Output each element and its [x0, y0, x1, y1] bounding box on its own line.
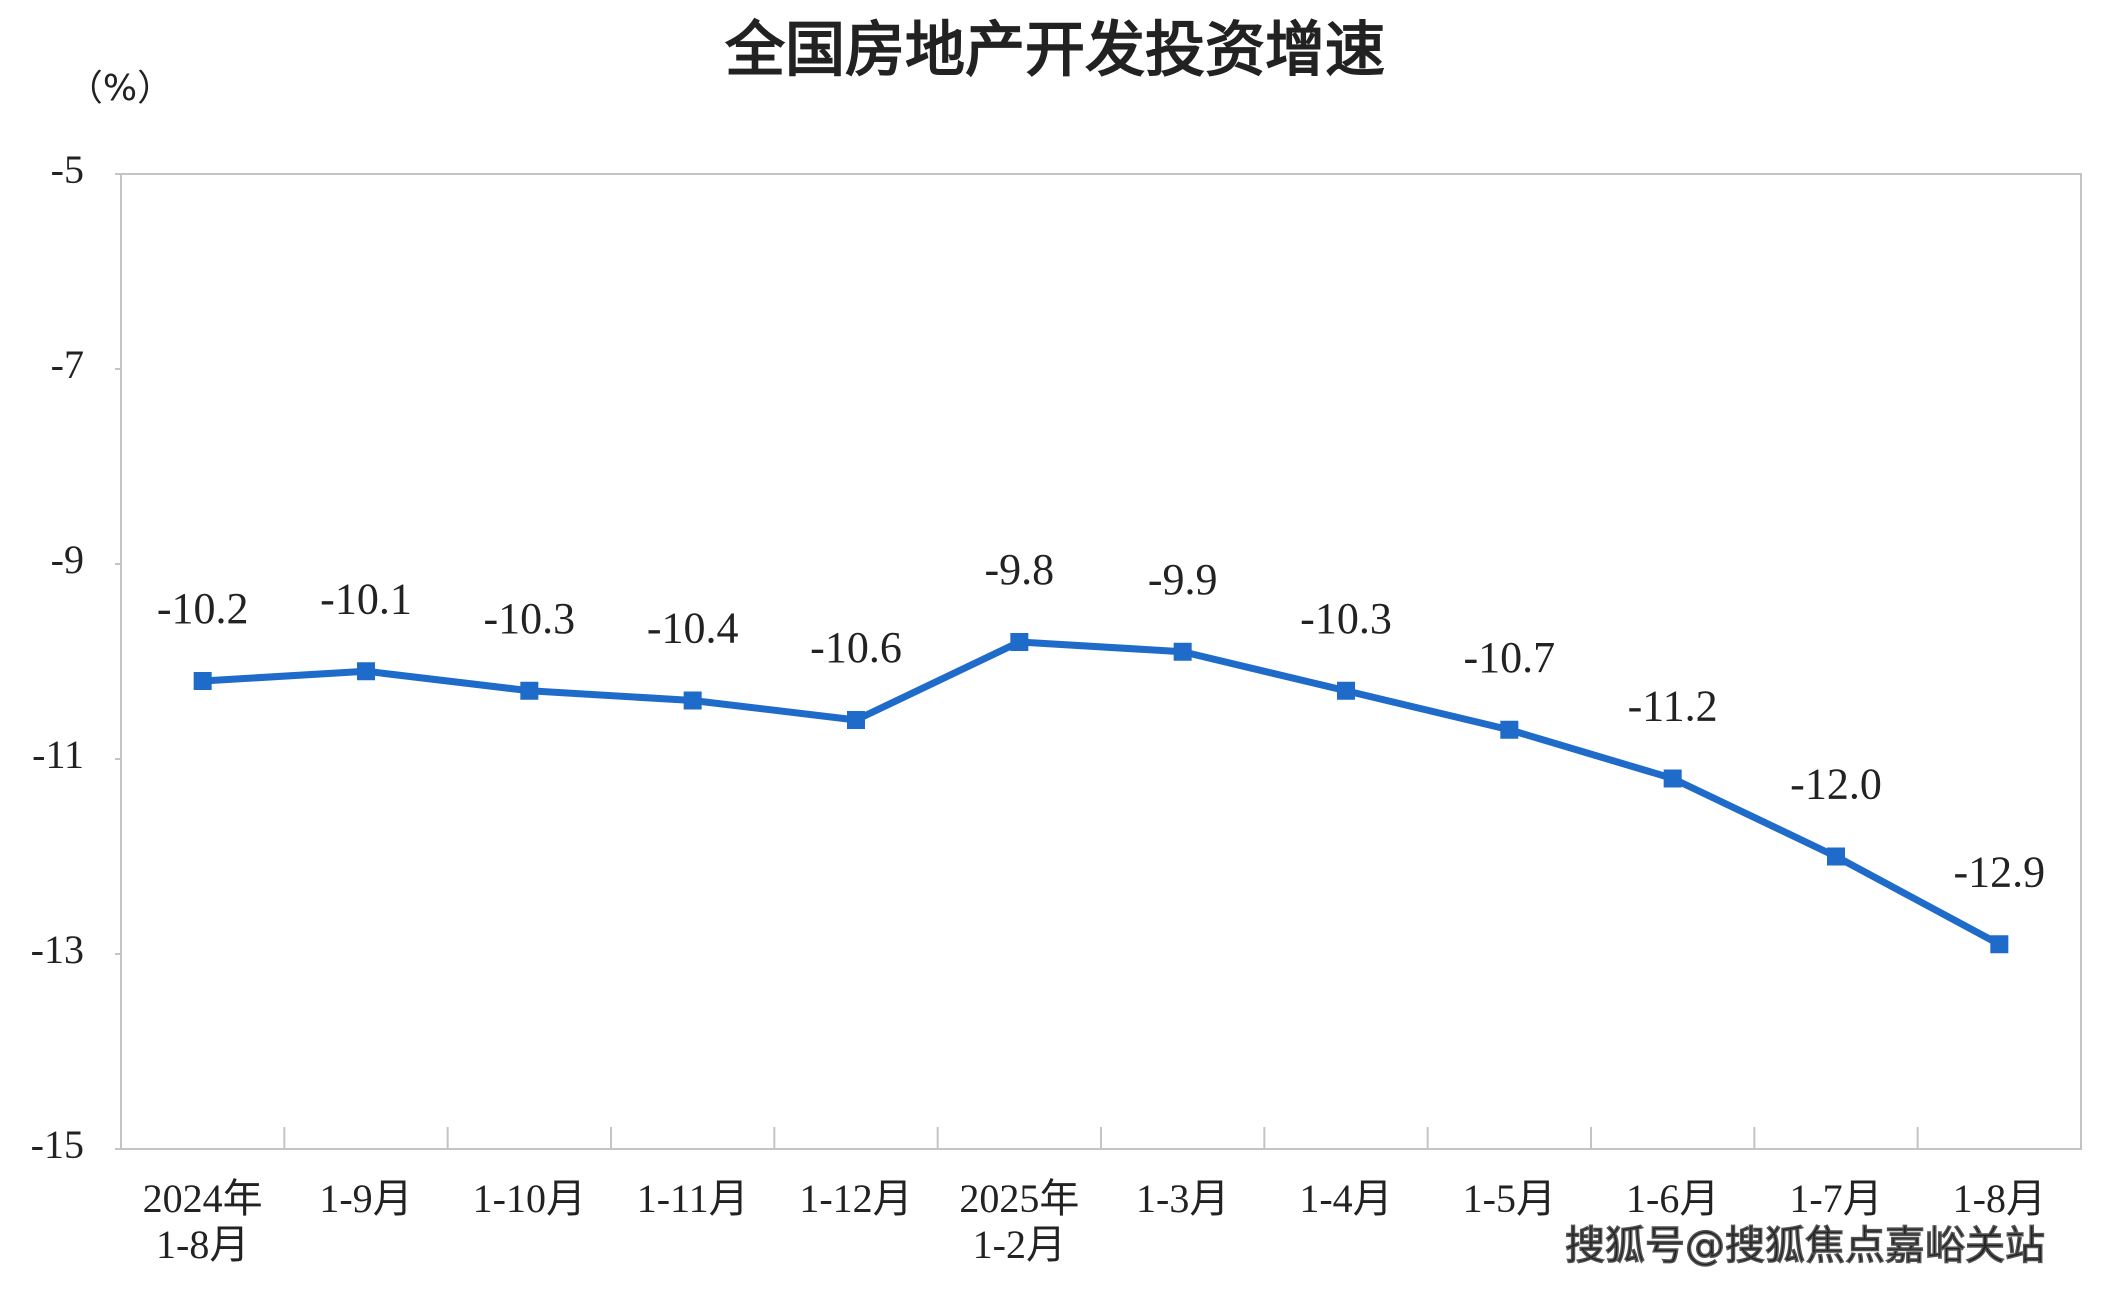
plot-frame [120, 173, 2082, 1150]
y-tick-label: -7 [51, 342, 84, 387]
x-tick-label: 1-5月 [1463, 1176, 1556, 1221]
y-tick-label: -9 [51, 537, 84, 582]
x-tick-label: 1-3月 [1136, 1176, 1229, 1221]
y-tick-label: -13 [31, 927, 84, 972]
marker [1827, 847, 1845, 866]
data-label: -12.0 [1790, 760, 1882, 809]
data-label: -10.2 [157, 584, 249, 633]
data-label: -9.9 [1148, 555, 1218, 604]
chart-title: 全国房地产开发投资增速 [724, 16, 1385, 86]
x-tick-label: 1-11月 [637, 1176, 749, 1221]
x-tick-label: 1-4月 [1299, 1176, 1392, 1221]
x-tick-label: 1-10月 [473, 1176, 586, 1221]
data-label: -12.9 [1954, 847, 2046, 896]
marker [193, 672, 212, 690]
y-tick-label: -15 [31, 1122, 84, 1167]
y-unit: （%） [67, 68, 173, 109]
y-tick-label: -5 [51, 147, 84, 192]
marker [1173, 642, 1192, 661]
data-label: -10.7 [1464, 633, 1556, 682]
data-label: -10.1 [320, 574, 412, 623]
x-tick-label: 1-9月 [319, 1176, 412, 1221]
marker [520, 681, 539, 700]
marker [1663, 769, 1682, 788]
data-label: -9.8 [985, 545, 1055, 594]
marker [847, 711, 865, 729]
marker [1500, 720, 1519, 739]
data-label: -11.2 [1628, 682, 1718, 731]
x-tick-label: 1-7月 [1789, 1176, 1882, 1221]
x-tick-label: 1-12月 [799, 1176, 912, 1221]
x-tick-label: 1-6月 [1626, 1176, 1719, 1221]
y-tick-label: -11 [32, 732, 84, 777]
data-label: -10.6 [810, 623, 902, 672]
line [202, 638, 2001, 948]
data-label: -10.3 [1300, 594, 1392, 643]
marker [357, 662, 375, 681]
data-label: -10.4 [647, 604, 739, 653]
data-label: -10.3 [484, 594, 576, 643]
x-tick-label: 2025年 1-2月 [959, 1176, 1079, 1267]
x-tick-label: 2024年 1-8月 [143, 1176, 263, 1267]
marker [1337, 681, 1355, 700]
marker [683, 691, 702, 710]
watermark: 搜狐号@搜狐焦点嘉峪关站 [1565, 1223, 2045, 1269]
x-tick-label: 1-8月 [1953, 1176, 2046, 1221]
marker [1990, 935, 2009, 954]
marker [1010, 633, 1029, 651]
